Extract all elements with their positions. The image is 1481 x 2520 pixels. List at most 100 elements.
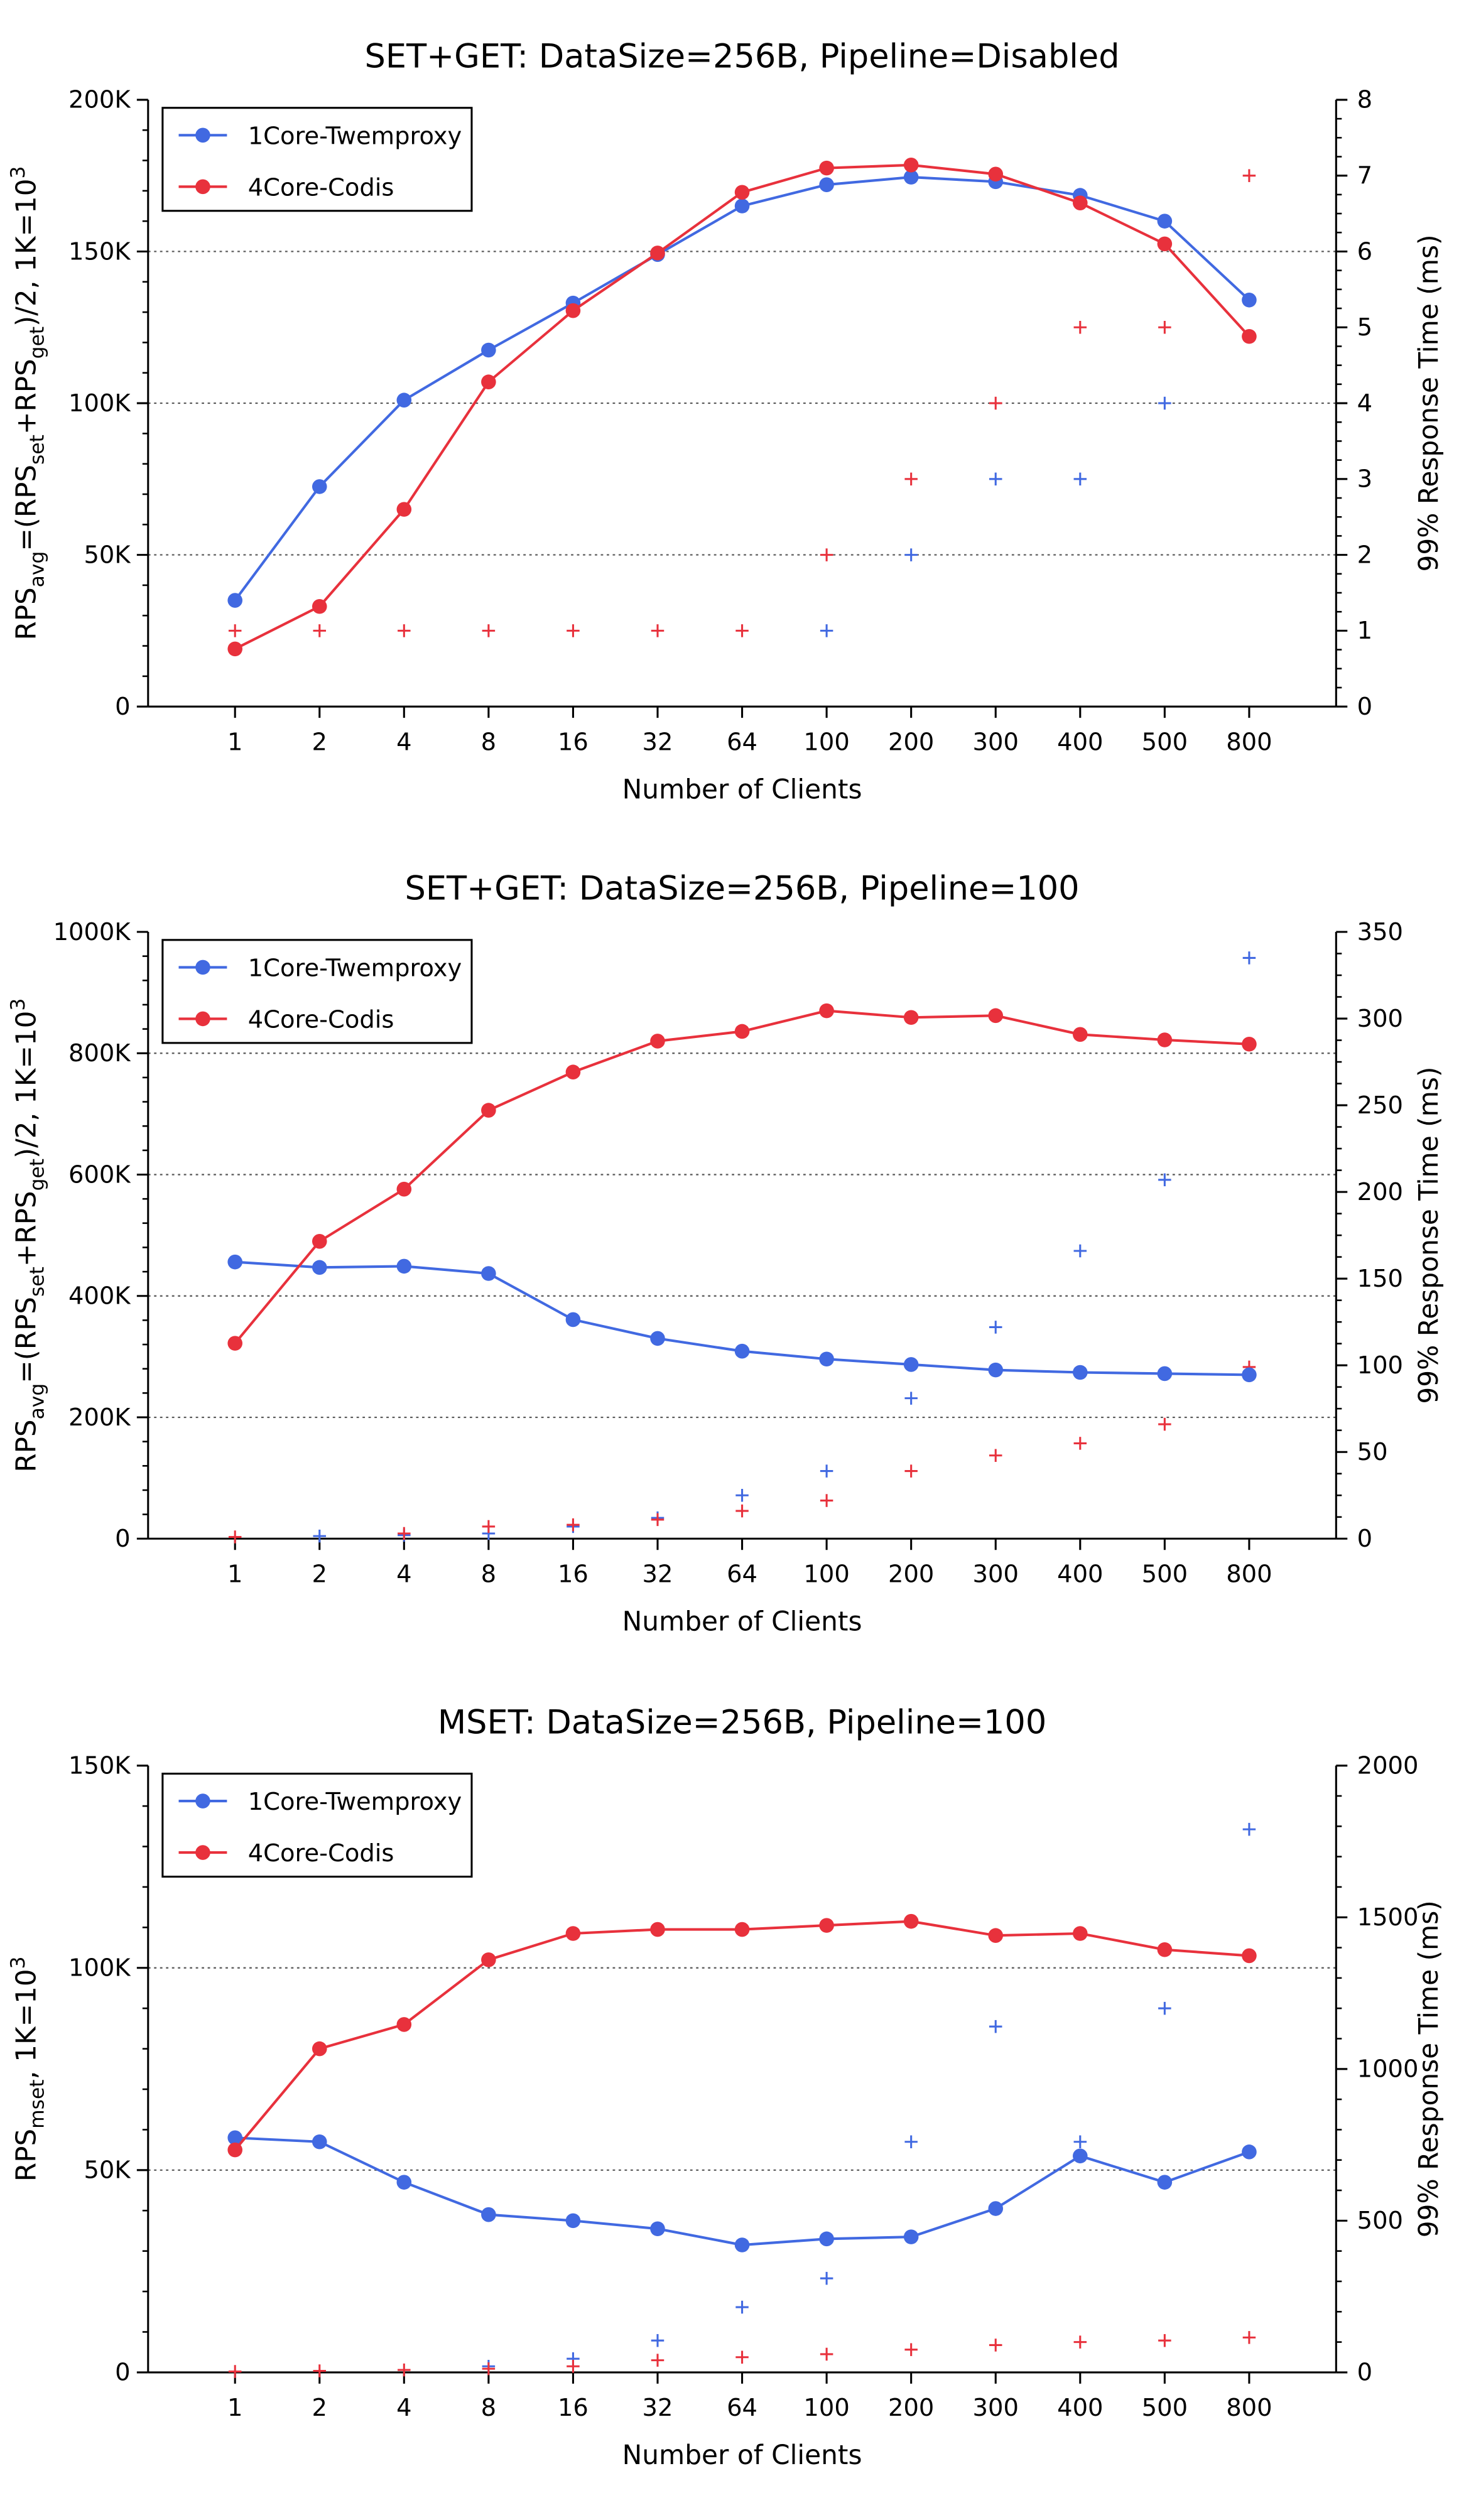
response-time-point-2 (1073, 1437, 1087, 1450)
left-tick-label: 200K (68, 1403, 131, 1432)
response-time-point-2 (1158, 2333, 1171, 2347)
series-point-2 (988, 166, 1004, 182)
x-tick-label: 4 (396, 2394, 411, 2422)
series-point-1 (396, 1258, 412, 1274)
series-point-2 (650, 246, 665, 261)
response-time-point-2 (989, 396, 1002, 410)
response-time-point-2 (735, 624, 749, 637)
response-time-point-1 (1073, 472, 1087, 486)
series-point-1 (650, 2221, 665, 2237)
response-time-point-2 (651, 624, 665, 637)
series-point-2 (1157, 236, 1173, 252)
legend-label: 4Core-Codis (248, 1839, 394, 1868)
x-tick-label: 1 (227, 728, 242, 756)
series-line-2 (234, 163, 1250, 651)
response-time-point-1 (904, 1392, 918, 1405)
response-time-point-1 (1073, 2135, 1087, 2148)
right-tick-label: 7 (1357, 162, 1372, 190)
series-point-1 (396, 2175, 412, 2190)
x-tick-label: 500 (1142, 2394, 1188, 2422)
series-point-1 (1242, 2144, 1257, 2160)
left-tick-label: 50K (84, 2156, 131, 2185)
right-tick-label: 1 (1357, 617, 1372, 645)
chart-title: SET+GET: DataSize=256B, Pipeline=Disable… (365, 38, 1120, 76)
x-tick-label: 800 (1226, 2394, 1272, 2422)
x-axis-label: Number of Clients (622, 774, 862, 804)
series-point-1 (903, 2229, 919, 2244)
response-time-point-2 (820, 548, 833, 561)
response-time-point-1 (904, 548, 918, 561)
response-time-point-2 (651, 1513, 665, 1527)
right-tick-label: 0 (1357, 693, 1372, 721)
x-axis-label: Number of Clients (622, 2440, 862, 2470)
series-point-1 (1157, 2175, 1173, 2190)
left-tick-label: 800K (68, 1039, 131, 1068)
response-time-point-1 (820, 624, 833, 637)
series-point-2 (312, 1234, 327, 1249)
x-tick-label: 4 (396, 728, 411, 756)
series-point-2 (1157, 1032, 1173, 1047)
x-tick-label: 16 (558, 728, 589, 756)
response-time-point-1 (989, 2020, 1002, 2033)
response-time-point-1 (313, 1529, 327, 1543)
x-tick-label: 64 (727, 728, 757, 756)
response-time-point-2 (904, 472, 918, 486)
series-point-2 (819, 160, 834, 176)
series-point-1 (988, 1362, 1004, 1378)
series-point-2 (312, 598, 327, 614)
series-point-1 (227, 1254, 242, 1270)
series-point-1 (988, 2201, 1004, 2216)
series-point-2 (227, 1336, 242, 1351)
legend-swatch-marker (195, 1011, 210, 1027)
x-tick-label: 1 (227, 1560, 242, 1588)
left-tick-label: 100K (68, 1954, 131, 1982)
right-tick-label: 5 (1357, 313, 1372, 342)
y2-axis-label: 99% Response Time (ms) (1413, 1900, 1444, 2237)
y-axis-label-group: RPSmset, 1K=103 (7, 1957, 49, 2182)
left-tick-label: 1000K (53, 918, 132, 946)
response-time-point-2 (567, 1518, 580, 1532)
response-time-point-2 (989, 2339, 1002, 2352)
x-tick-label: 8 (481, 2394, 496, 2422)
x-tick-label: 200 (888, 1560, 934, 1588)
y2-axis-label-group: 99% Response Time (ms) (1413, 235, 1444, 572)
x-tick-label: 800 (1226, 1560, 1272, 1588)
x-tick-label: 64 (727, 2394, 757, 2422)
x-tick-label: 300 (973, 728, 1019, 756)
legend-box (161, 107, 473, 212)
series-point-1 (565, 2213, 581, 2229)
legend-label: 4Core-Codis (248, 1006, 394, 1034)
x-tick-label: 500 (1142, 1560, 1188, 1588)
legend: 1Core-Twemproxy 4Core-Codis (161, 939, 473, 1044)
response-time-point-1 (1158, 1173, 1171, 1187)
series-point-2 (565, 1926, 581, 1941)
response-time-point-2 (398, 1527, 411, 1540)
response-time-point-2 (482, 1520, 496, 1533)
x-tick-label: 100 (803, 1560, 849, 1588)
chart-panel-3: MSET: DataSize=256B, Pipeline=100 0 50K 100… (7, 1703, 1444, 2470)
y-axis-label-group: RPSavg=(RPSset+RPSget)/2, 1K=103 (7, 166, 49, 641)
series-line-1 (234, 176, 1250, 602)
legend-label: 4Core-Codis (248, 173, 394, 202)
series-point-2 (227, 2142, 242, 2158)
response-time-point-2 (820, 2347, 833, 2361)
legend: 1Core-Twemproxy 4Core-Codis (161, 1772, 473, 1878)
response-time-point-2 (735, 1504, 749, 1518)
left-tick-label: 50K (84, 541, 131, 569)
x-tick-label: 32 (643, 1560, 673, 1588)
response-time-point-1 (651, 2333, 665, 2347)
series-point-1 (734, 2237, 750, 2252)
series-point-2 (988, 1928, 1004, 1944)
series-point-2 (396, 502, 412, 517)
series-point-1 (1073, 2148, 1088, 2164)
legend-swatch-marker (195, 960, 210, 975)
chart-title: SET+GET: DataSize=256B, Pipeline=100 (405, 870, 1080, 908)
response-time-point-2 (398, 624, 411, 637)
series-point-1 (819, 1351, 834, 1367)
x-tick-label: 100 (803, 728, 849, 756)
series-point-1 (227, 2130, 242, 2146)
x-tick-label: 8 (481, 728, 496, 756)
response-time-point-1 (904, 2135, 918, 2148)
response-time-point-2 (228, 2365, 242, 2378)
